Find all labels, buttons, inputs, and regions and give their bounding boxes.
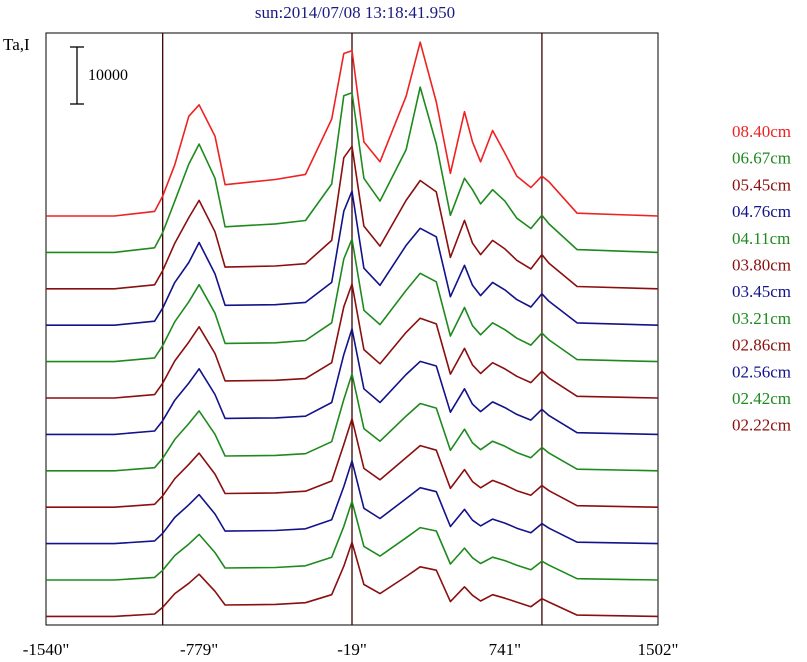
legend-entry: 06.67cm: [732, 149, 791, 168]
series-line-05.45cm: [46, 145, 659, 290]
x-tick-label: 741": [489, 640, 521, 659]
legend-entry: 05.45cm: [732, 175, 791, 194]
legend-entry: 02.42cm: [732, 389, 791, 408]
series-line-03.45cm: [46, 328, 659, 436]
series-group: [46, 41, 659, 618]
series-line-03.21cm: [46, 373, 659, 472]
y-axis-label: Ta,I: [3, 35, 30, 54]
series-line-02.56cm: [46, 460, 659, 545]
chart-title: sun:2014/07/08 13:18:41.950: [255, 3, 455, 22]
series-line-02.42cm: [46, 500, 659, 581]
legend-entry: 02.86cm: [732, 336, 791, 355]
legend: 08.40cm 06.67cm 05.45cm 04.76cm 04.11cm 03.80…: [732, 122, 791, 435]
x-tick-labels: -1540" -779" -19" 741" 1502": [23, 640, 679, 659]
x-tick-label: 1502": [638, 640, 679, 659]
scale-bar: 10000: [70, 46, 128, 105]
scale-bar-label: 10000: [88, 67, 128, 84]
series-line-03.80cm: [46, 283, 659, 399]
legend-entry: 02.56cm: [732, 362, 791, 381]
series-line-04.76cm: [46, 190, 659, 326]
legend-entry: 03.21cm: [732, 309, 791, 328]
series-line-08.40cm: [46, 41, 659, 217]
x-tick-label: -19": [337, 640, 367, 659]
x-tick-label: -1540": [23, 640, 70, 659]
legend-entry: 02.22cm: [732, 416, 791, 435]
legend-entry: 08.40cm: [732, 122, 791, 141]
series-line-02.22cm: [46, 541, 659, 618]
legend-entry: 03.45cm: [732, 282, 791, 301]
legend-entry: 04.11cm: [732, 229, 790, 248]
legend-entry: 04.76cm: [732, 202, 791, 221]
series-line-02.86cm: [46, 418, 659, 508]
legend-entry: 03.80cm: [732, 256, 791, 275]
x-tick-label: -779": [180, 640, 218, 659]
series-line-04.11cm: [46, 238, 659, 363]
series-line-06.67cm: [46, 86, 659, 254]
